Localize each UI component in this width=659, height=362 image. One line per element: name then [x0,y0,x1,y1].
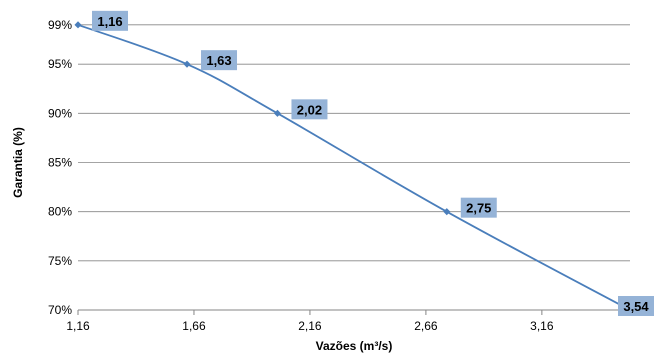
y-tick-label: 99% [48,18,72,32]
x-tick-label: 1,66 [182,319,206,333]
data-label-text: 2,02 [297,102,322,117]
x-tick-label: 2,16 [298,319,322,333]
data-label-box [291,99,328,120]
data-label: 1,63 [201,50,238,71]
data-points [74,21,634,314]
gridlines [78,24,630,262]
data-point [74,21,82,29]
data-label-box [618,296,654,316]
data-label: 2,75 [460,197,497,218]
x-tick-label: 3,16 [530,319,554,333]
data-point [273,109,281,117]
x-axis-ticks: 1,16 1,66 2,16 2,66 3,16 [66,310,554,333]
y-axis-ticks: 70% 75% 80% 85% 90% 95% 99% [48,18,72,317]
y-tick-label: 85% [48,156,72,170]
y-tick-label: 80% [48,205,72,219]
data-label-box [92,10,128,31]
data-label-text: 1,63 [206,53,231,68]
data-label-text: 3,54 [623,299,649,314]
y-tick-label: 75% [48,254,72,268]
x-axis-title: Vazões (m³/s) [316,339,393,353]
data-label-box [460,197,497,218]
data-label: 1,16 [92,10,128,31]
y-axis-title: Garantia (%) [11,127,25,198]
data-label: 3,54 [618,296,654,316]
series-line [77,23,631,311]
y-tick-label: 90% [48,106,72,120]
data-label: 2,02 [291,99,328,120]
data-labels: 1,16 1,63 2,02 2,75 3,54 [92,10,654,316]
data-point [183,60,191,68]
x-tick-label: 1,16 [66,319,90,333]
data-label-text: 1,16 [97,14,122,29]
y-tick-label: 95% [48,57,72,71]
data-point [443,208,451,216]
x-tick-label: 2,66 [414,319,438,333]
y-tick-label: 70% [48,303,72,317]
data-label-box [201,50,238,71]
data-label-text: 2,75 [466,201,491,216]
